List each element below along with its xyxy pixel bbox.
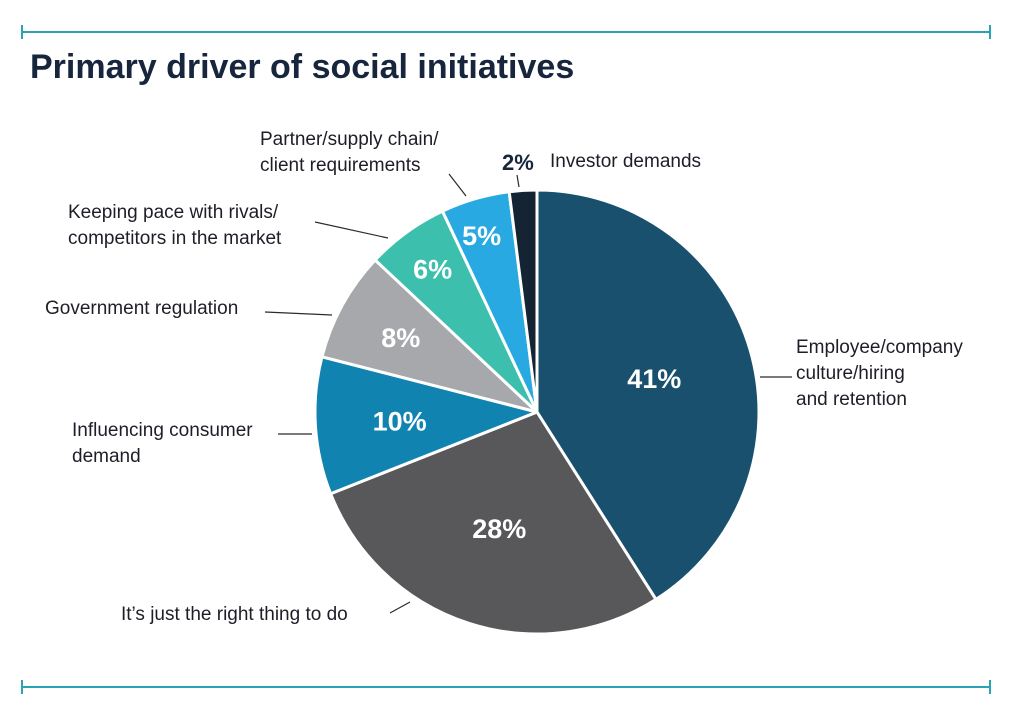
- slice-value-label: 28%: [472, 514, 526, 544]
- slice-category-label: Investor demands: [550, 151, 701, 172]
- slice-value-label: 6%: [413, 254, 452, 284]
- leader-line: [448, 173, 467, 197]
- pie-slices: [313, 188, 761, 636]
- slice-category-label: Keeping pace with rivals/competitors in …: [68, 202, 282, 249]
- slice-value-label: 2%: [502, 150, 534, 175]
- slice-value-label: 5%: [462, 221, 501, 251]
- slice-labels: 41% Employee/company culture/hiring and ret…: [45, 129, 963, 625]
- pie-slice-it-s-just-the-right-thing-to-do: [329, 410, 658, 636]
- leader-line: [516, 174, 520, 188]
- slice-category-label: Government regulation: [45, 298, 238, 319]
- pie-slice-influencing-consumer-demand: [313, 355, 539, 496]
- slice-value-label: 10%: [373, 407, 427, 437]
- bottom-rule: [21, 680, 991, 694]
- pie-slice-government-regulation: [320, 258, 539, 414]
- pie-slice-investor-demands: [507, 188, 539, 414]
- slice-value-label: 8%: [381, 323, 420, 353]
- slice-category-label: Employee/company culture/hiring and retent…: [796, 337, 963, 410]
- slice-category-label: Influencing consumer demand: [72, 420, 253, 467]
- slice-value-label: 41%: [627, 364, 681, 394]
- leader-line: [264, 311, 333, 316]
- leader-line: [389, 601, 411, 614]
- leader-line: [314, 221, 389, 239]
- slice-category-label: It’s just the right thing to do: [121, 604, 348, 625]
- slice-category-label: Partner/supply chain/client requirements: [260, 129, 439, 176]
- chart-title: Primary driver of social initiatives: [30, 48, 574, 86]
- top-rule: [21, 25, 991, 39]
- leader-lines: [264, 173, 792, 614]
